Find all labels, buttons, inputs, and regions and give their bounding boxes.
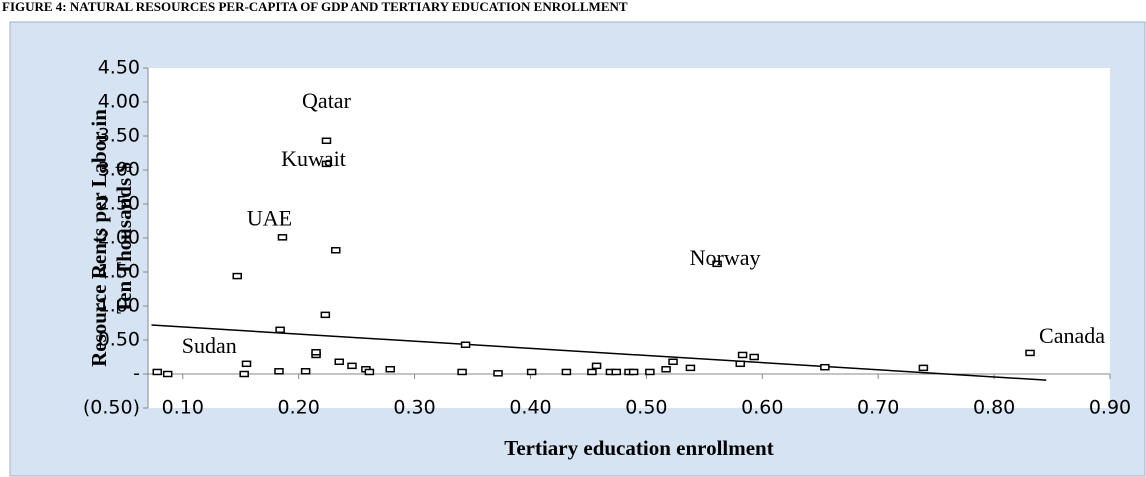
data-point bbox=[331, 246, 341, 254]
data-point bbox=[364, 368, 375, 376]
y-axis-title: Ten Thousands $ bbox=[112, 162, 136, 314]
data-point bbox=[152, 368, 163, 376]
data-point bbox=[334, 358, 344, 366]
data-point bbox=[685, 364, 696, 372]
data-point bbox=[277, 234, 288, 241]
data-point bbox=[241, 360, 252, 368]
plot-area bbox=[148, 68, 1110, 408]
data-point bbox=[611, 368, 622, 376]
data-point bbox=[645, 368, 655, 376]
x-tick-label: 0.20 bbox=[278, 397, 320, 419]
y-tick-label: 1.50 bbox=[98, 261, 140, 283]
data-point bbox=[311, 348, 321, 356]
data-point bbox=[737, 351, 748, 359]
data-point bbox=[320, 311, 331, 319]
x-axis-title: Tertiary education enrollment bbox=[504, 436, 773, 460]
y-tick-label: 1.00 bbox=[98, 295, 140, 317]
data-point bbox=[457, 368, 467, 376]
x-tick-label: 0.80 bbox=[973, 397, 1015, 419]
data-point bbox=[587, 368, 597, 376]
data-point bbox=[749, 353, 759, 361]
x-tick-label: 0.60 bbox=[741, 397, 783, 419]
x-tick-label: 0.70 bbox=[857, 397, 899, 419]
x-tick-label: 0.40 bbox=[509, 397, 551, 419]
x-tick-label: 0.90 bbox=[1089, 397, 1131, 419]
y-tick-label: 0.50 bbox=[98, 329, 140, 351]
chart-title: FIGURE 4: NATURAL RESOURCES PER-CAPITA O… bbox=[2, 0, 628, 14]
x-tick-label: 0.30 bbox=[393, 397, 435, 419]
data-point bbox=[561, 368, 572, 376]
y-tick-label: 2.50 bbox=[98, 193, 140, 215]
data-point bbox=[275, 326, 285, 334]
x-tick-label: 0.50 bbox=[625, 397, 667, 419]
data-point bbox=[385, 365, 395, 373]
point-label: Canada bbox=[1039, 323, 1105, 348]
data-point bbox=[668, 358, 678, 366]
point-label: Qatar bbox=[302, 88, 352, 113]
x-tick-label: 0.10 bbox=[162, 397, 204, 419]
y-tick-label: 2.00 bbox=[98, 227, 140, 249]
data-point bbox=[820, 363, 830, 371]
data-point bbox=[628, 368, 639, 376]
data-point bbox=[300, 368, 311, 375]
data-point bbox=[321, 160, 332, 168]
data-point bbox=[239, 370, 249, 378]
y-tick-label: (0.50) bbox=[83, 397, 140, 419]
point-label: Kuwait bbox=[281, 146, 346, 171]
y-axis-title: Resource Rents per Labor in bbox=[87, 109, 111, 367]
point-label: Sudan bbox=[182, 333, 237, 358]
trend-line bbox=[151, 324, 1047, 381]
data-point bbox=[274, 368, 284, 375]
data-point bbox=[526, 368, 537, 376]
data-point bbox=[918, 364, 929, 372]
y-tick-label: 3.00 bbox=[98, 159, 140, 181]
point-label: UAE bbox=[247, 205, 292, 230]
data-point bbox=[591, 362, 602, 370]
y-tick-label: - bbox=[133, 363, 140, 385]
data-point bbox=[460, 341, 471, 349]
data-point bbox=[232, 272, 242, 280]
data-point bbox=[321, 137, 332, 145]
point-label: Norway bbox=[690, 245, 761, 270]
y-tick-label: 3.50 bbox=[98, 125, 140, 147]
y-tick-label: 4.00 bbox=[98, 91, 140, 113]
data-point bbox=[661, 365, 671, 373]
data-point bbox=[493, 370, 503, 377]
y-tick-label: 4.50 bbox=[98, 57, 140, 79]
data-point bbox=[712, 260, 722, 268]
data-point bbox=[162, 370, 173, 378]
data-point bbox=[1025, 349, 1035, 357]
data-point bbox=[735, 360, 746, 368]
data-point bbox=[347, 362, 357, 370]
